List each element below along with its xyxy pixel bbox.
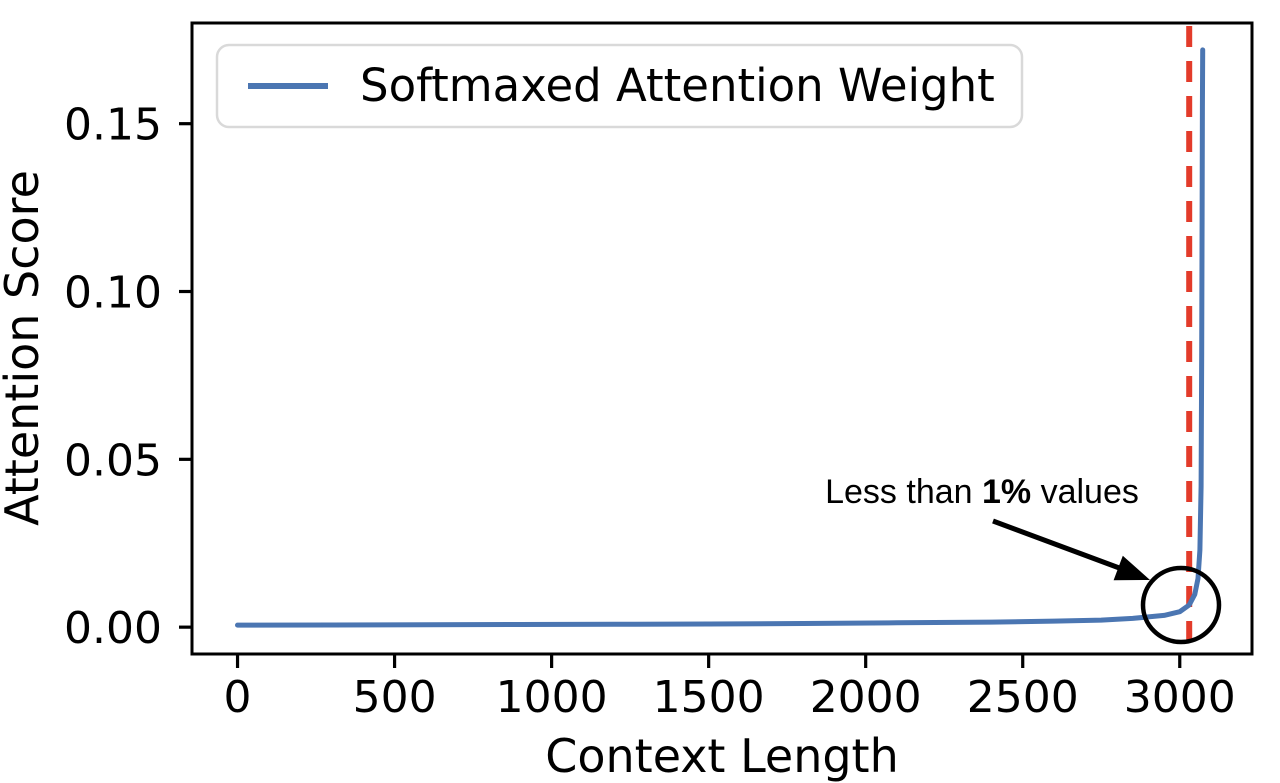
x-tick-label: 1500 [653,672,765,723]
legend-label: Softmaxed Attention Weight [360,59,995,112]
annotation-arrow-head [1113,555,1150,581]
x-tick-label: 2000 [810,672,922,723]
x-tick-label: 1000 [496,672,608,723]
y-axis-ticks: 0.00 0.05 0.10 0.15 [64,100,191,654]
y-axis-label: Attention Score [0,170,49,526]
axes-frame [190,21,1254,656]
x-tick-label: 500 [353,672,437,723]
y-tick-label: 0.10 [64,268,162,319]
annotation-text: Less than 1% values [825,473,1139,511]
x-axis-label: Context Length [545,729,899,783]
y-tick-label: 0.05 [64,435,162,486]
x-tick-label: 0 [224,672,252,723]
legend-box [215,43,1024,129]
attention-curve [235,47,1206,628]
x-tick-label: 2500 [967,672,1079,723]
y-tick-label: 0.00 [64,603,162,654]
highlight-circle [1140,565,1222,645]
annotation-arrow-line [992,518,1123,572]
x-tick-label: 3000 [1124,672,1236,723]
legend: Softmaxed Attention Weight [215,43,1024,129]
y-tick-label: 0.15 [64,100,162,151]
x-axis-ticks: 0 500 1000 1500 2000 2500 3000 [224,655,1236,723]
annotation-group: Less than 1% values [825,473,1222,645]
